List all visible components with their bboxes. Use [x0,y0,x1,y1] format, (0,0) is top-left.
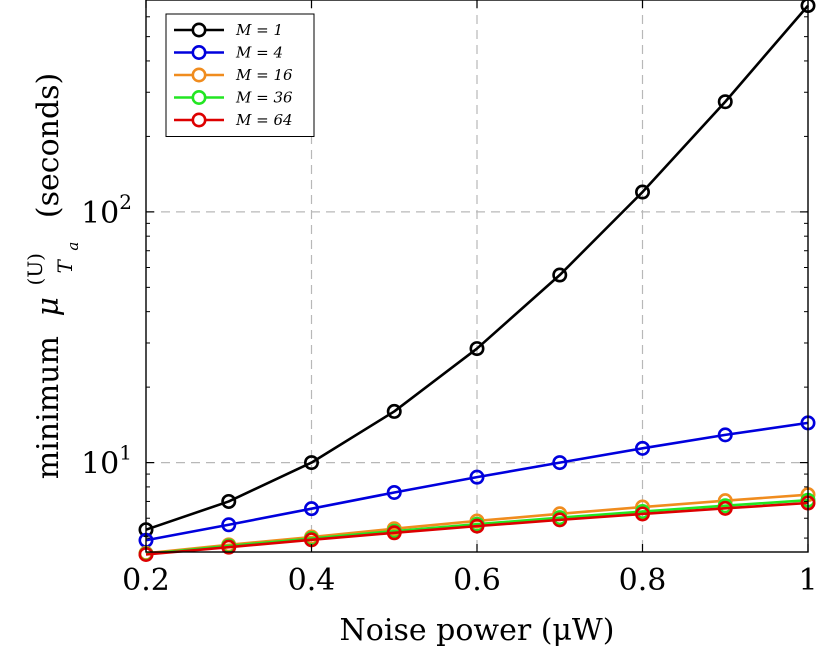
y-axis-title-suffix: (seconds) [31,73,66,218]
series-line [145,4,809,531]
legend-label: M = 64 [235,111,293,129]
data-point [552,267,568,283]
tick-marks [145,0,809,552]
legend-marker [191,22,207,38]
data-point [469,341,485,357]
series-m=64 [138,495,816,563]
x-tick-label: 0.2 [122,563,170,598]
legend-marker [191,90,207,106]
data-point [386,525,402,541]
svg-text:minimum μ (U): minimum μ (U) T a (seconds) [15,73,86,480]
x-tick-label: 0.8 [619,563,667,598]
data-point [717,500,733,516]
tick-labels: 0.2 0.4 0.6 0.8 1 101 102 [81,190,817,598]
data-point [717,427,733,443]
series-line [145,501,809,556]
legend-label: M = 36 [235,89,293,107]
y-axis-title-prefix: minimum [31,336,66,479]
data-point [221,539,237,555]
legend-marker [191,67,207,83]
legend: M = 1 M = 4 M = 16 M = 36 M = 64 [165,13,315,137]
x-axis-title: Noise power (μW) [340,613,615,648]
y-axis-title-superscript: (U) [23,253,47,285]
y-axis-title: minimum μ (U) T a (seconds) [15,73,86,480]
x-tick-label: 0.6 [453,563,501,598]
data-point [221,517,237,533]
data-point [552,455,568,471]
data-point [386,484,402,500]
legend-marker [191,112,207,128]
data-point [221,493,237,509]
y-axis-title-symbol: μ [31,297,66,317]
data-point [386,403,402,419]
y-tick-label: 101 [81,441,132,482]
data-point [303,501,319,517]
data-point [303,455,319,471]
data-point [552,512,568,528]
data-point [634,506,650,522]
y-axis-title-subsubscript: a [64,242,82,251]
data-point [634,184,650,200]
y-axis-title-subscript: T [53,258,77,273]
data-point [469,469,485,485]
data-point [717,94,733,110]
series-line [145,421,809,542]
y-tick-label: 102 [81,190,132,231]
legend-marker [191,44,207,60]
legend-label: M = 4 [235,44,283,62]
legend-label: M = 16 [235,66,293,84]
x-tick-label: 1 [798,563,817,598]
data-point [469,518,485,534]
legend-label: M = 1 [235,21,283,39]
x-tick-label: 0.4 [288,563,336,598]
series-layer [138,0,816,563]
data-point [634,440,650,456]
